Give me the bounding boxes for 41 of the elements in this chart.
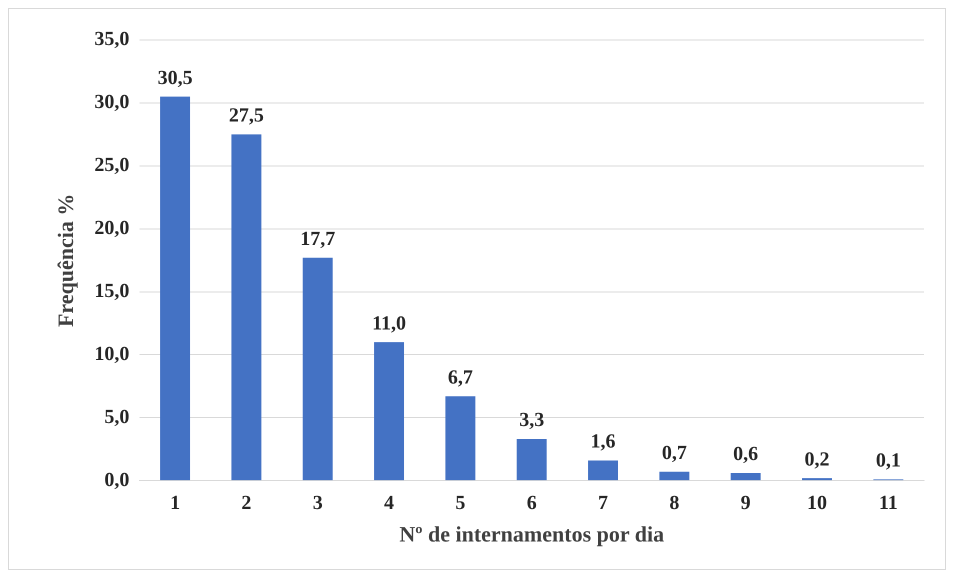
data-label: 0,2 bbox=[804, 448, 830, 470]
x-tick-label: 6 bbox=[526, 492, 537, 514]
y-tick-label: 25,0 bbox=[94, 154, 130, 176]
data-label: 1,6 bbox=[590, 430, 616, 453]
x-tick-label: 11 bbox=[878, 492, 898, 514]
x-tick-label: 10 bbox=[807, 492, 828, 514]
x-tick-label: 7 bbox=[598, 492, 608, 514]
bar bbox=[374, 342, 404, 480]
data-label: 0,7 bbox=[662, 442, 687, 464]
data-label: 30,5 bbox=[158, 66, 193, 89]
x-tick-label: 9 bbox=[740, 492, 751, 514]
data-label: 17,7 bbox=[300, 228, 336, 250]
data-label: 6,7 bbox=[448, 366, 473, 388]
y-tick-label: 30,0 bbox=[94, 91, 130, 114]
x-tick-label: 3 bbox=[312, 492, 323, 514]
bar bbox=[730, 473, 761, 480]
x-tick-label: 4 bbox=[384, 492, 394, 514]
y-axis-title: Frequência % bbox=[52, 194, 78, 328]
y-tick-label: 35,0 bbox=[94, 28, 130, 50]
y-tick-label: 20,0 bbox=[94, 217, 130, 239]
bar bbox=[659, 472, 690, 480]
bar bbox=[588, 460, 618, 480]
x-tick-label: 5 bbox=[455, 492, 466, 514]
bar bbox=[231, 134, 262, 480]
x-axis-title: Nº de internamentos por dia bbox=[399, 521, 664, 546]
x-tick-label: 2 bbox=[241, 492, 252, 514]
bar bbox=[516, 439, 547, 480]
data-label: 0,1 bbox=[876, 450, 901, 472]
x-tick-label: 8 bbox=[669, 492, 680, 514]
data-label: 11,0 bbox=[372, 312, 406, 334]
y-tick-label: 10,0 bbox=[94, 342, 130, 365]
x-tick-label: 1 bbox=[170, 492, 180, 514]
bar bbox=[302, 258, 333, 480]
y-tick-label: 0,0 bbox=[104, 468, 130, 491]
y-tick-label: 15,0 bbox=[94, 280, 130, 302]
data-label: 0,6 bbox=[733, 443, 758, 466]
data-label: 27,5 bbox=[228, 104, 264, 127]
bar bbox=[445, 396, 476, 480]
bar bbox=[160, 96, 190, 480]
y-tick-label: 5,0 bbox=[104, 406, 130, 428]
data-label: 3,3 bbox=[519, 409, 544, 432]
